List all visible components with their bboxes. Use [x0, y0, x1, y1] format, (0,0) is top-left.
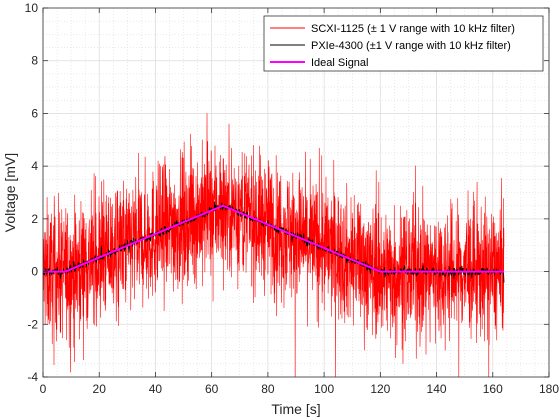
legend-label-scxi: SCXI-1125 (± 1 V range with 10 kHz filte…: [311, 23, 515, 35]
x-tick-label: 0: [40, 382, 47, 396]
y-tick-label: 4: [31, 159, 38, 173]
plot-frame: [42, 7, 550, 378]
y-tick-labels: -4 -2 0 2 4 6 8 10: [25, 1, 39, 384]
x-axis-label: Time [s]: [271, 401, 320, 417]
x-tick-label: 20: [93, 382, 107, 396]
y-tick-label: 10: [25, 1, 39, 15]
legend: SCXI-1125 (± 1 V range with 10 kHz filte…: [263, 15, 544, 72]
x-tick-labels: 0 20 40 60 80 100 120 140 160 180: [40, 382, 560, 396]
x-tick-label: 140: [427, 382, 447, 396]
y-axis-label: Voltage [mV]: [2, 153, 18, 232]
x-tick-label: 80: [261, 382, 275, 396]
series-layer: [43, 113, 505, 377]
y-tick-label: 6: [31, 106, 38, 120]
y-tick-label: 2: [31, 212, 38, 226]
legend-box: [263, 15, 544, 72]
y-tick-label: -2: [27, 317, 38, 331]
y-tick-label: 0: [31, 265, 38, 279]
series-line-scxi: [43, 113, 505, 377]
legend-label-pxie: PXIe-4300 (±1 V range with 10 kHz filter…: [311, 40, 511, 52]
legend-label-ideal: Ideal Signal: [311, 57, 369, 69]
x-tick-label: 180: [539, 382, 559, 396]
x-tick-label: 120: [370, 382, 390, 396]
x-tick-label: 100: [314, 382, 334, 396]
series-line-ideal: [43, 204, 505, 273]
y-tick-label: -4: [27, 370, 38, 384]
x-tick-label: 60: [205, 382, 219, 396]
axis-ticks: [42, 7, 550, 378]
x-tick-label: 40: [149, 382, 163, 396]
y-tick-label: 8: [31, 54, 38, 68]
x-tick-label: 160: [483, 382, 503, 396]
